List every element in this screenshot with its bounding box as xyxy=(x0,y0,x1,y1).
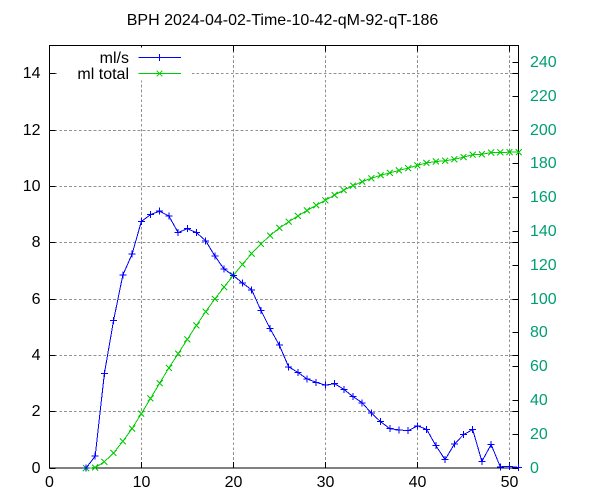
svg-text:140: 140 xyxy=(530,223,557,240)
svg-text:50: 50 xyxy=(501,474,519,491)
svg-text:14: 14 xyxy=(23,65,41,82)
svg-text:60: 60 xyxy=(530,358,548,375)
svg-text:100: 100 xyxy=(530,291,557,308)
svg-text:160: 160 xyxy=(530,189,557,206)
svg-text:0: 0 xyxy=(45,474,54,491)
svg-text:220: 220 xyxy=(530,88,557,105)
svg-text:0: 0 xyxy=(530,460,539,477)
svg-text:40: 40 xyxy=(530,392,548,409)
svg-text:20: 20 xyxy=(225,474,243,491)
svg-text:BPH 2024-04-02-Time-10-42-qM-9: BPH 2024-04-02-Time-10-42-qM-92-qT-186 xyxy=(127,12,439,29)
svg-text:180: 180 xyxy=(530,155,557,172)
svg-text:8: 8 xyxy=(32,234,41,251)
svg-text:ml total: ml total xyxy=(77,66,129,83)
svg-text:80: 80 xyxy=(530,324,548,341)
svg-text:10: 10 xyxy=(133,474,151,491)
svg-text:200: 200 xyxy=(530,122,557,139)
svg-text:40: 40 xyxy=(409,474,427,491)
svg-text:10: 10 xyxy=(23,178,41,195)
svg-text:4: 4 xyxy=(32,347,41,364)
svg-text:240: 240 xyxy=(530,54,557,71)
svg-text:30: 30 xyxy=(317,474,335,491)
svg-text:120: 120 xyxy=(530,257,557,274)
svg-text:12: 12 xyxy=(23,122,41,139)
svg-text:20: 20 xyxy=(530,426,548,443)
svg-text:0: 0 xyxy=(32,460,41,477)
svg-text:ml/s: ml/s xyxy=(100,50,129,67)
svg-text:2: 2 xyxy=(32,403,41,420)
svg-text:6: 6 xyxy=(32,291,41,308)
